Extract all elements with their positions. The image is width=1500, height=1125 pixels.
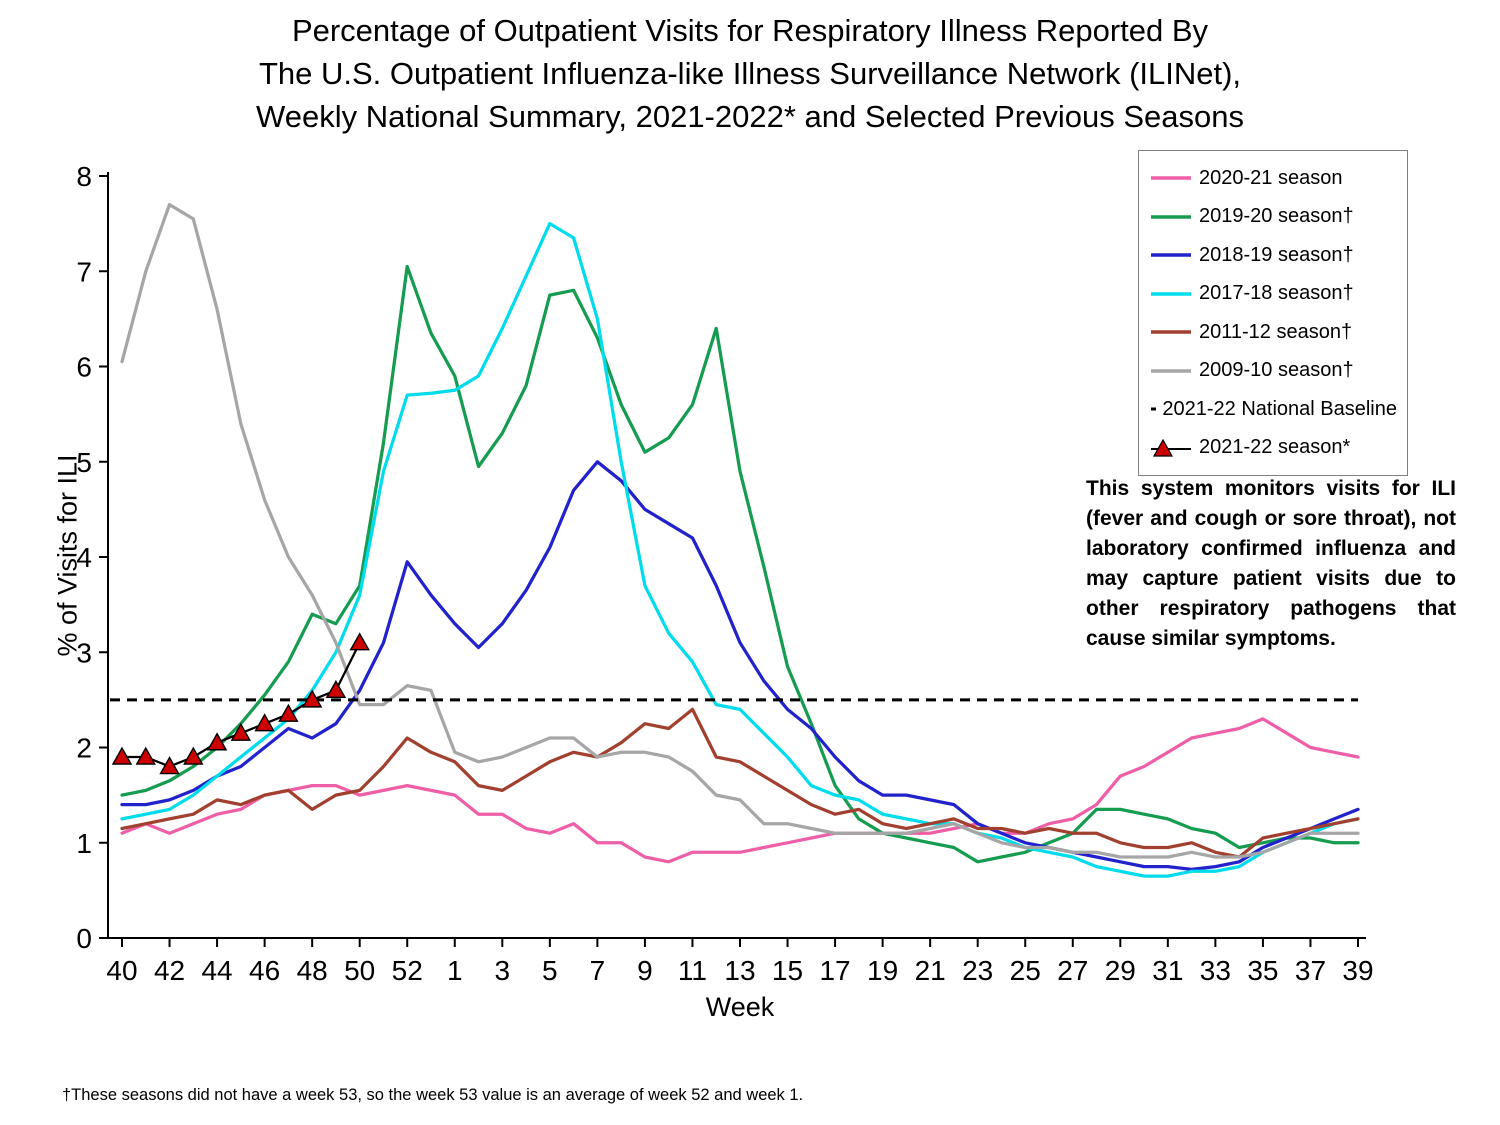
legend-swatch-icon [1151,292,1191,296]
legend-swatch-icon [1151,369,1191,373]
x-tick-label: 15 [772,955,803,986]
x-tick-label: 7 [590,955,606,986]
x-tick-label: 35 [1247,955,1278,986]
x-tick-label: 19 [867,955,898,986]
legend-label: 2019-20 season† [1199,205,1354,228]
footnote-text: †These seasons did not have a week 53, s… [62,1086,804,1104]
current-season-marker [349,632,370,651]
x-tick-label: 50 [344,955,375,986]
x-tick-label: 42 [154,955,185,986]
legend-label: 2009-10 season† [1199,359,1354,382]
legend-item: 2018-19 season† [1149,236,1397,275]
series-line [120,641,361,768]
x-tick-label: 25 [1010,955,1041,986]
x-tick-label: 27 [1057,955,1088,986]
legend-item: 2019-20 season† [1149,198,1397,237]
legend-item: 2021-22 National Baseline [1149,390,1397,429]
x-tick-label: 11 [678,955,707,986]
series-line [120,460,1360,872]
legend-swatch-icon [1151,253,1191,257]
series-line [120,221,1360,878]
current-season-marker [135,746,156,765]
x-tick-label: 46 [249,955,280,986]
x-tick-label: 40 [106,955,137,986]
x-tick-label: 21 [915,955,946,986]
legend-item: 2020-21 season [1149,159,1397,198]
x-tick-label: 48 [297,955,328,986]
x-tick-label: 31 [1152,955,1183,986]
chart-title-line3: Weekly National Summary, 2021-2022* and … [256,98,1244,134]
current-season-marker [301,689,323,708]
x-tick-label: 33 [1200,955,1231,986]
chart-title-line1: Percentage of Outpatient Visits for Resp… [291,13,1209,48]
y-axis-title: % of Visits for ILI [52,454,83,657]
legend-label: 2018-19 season† [1199,243,1354,266]
series-line [120,707,1360,859]
current-season-marker [183,746,204,765]
x-tick-label: 44 [201,955,232,986]
y-tick-label: 2 [76,733,92,764]
chart-legend: 2020-21 season 2019-20 season† 2018-19 sea… [1138,150,1408,476]
current-season-marker [254,713,275,732]
legend-swatch-icon [1151,176,1191,180]
y-tick-label: 4 [76,542,92,573]
series-line [120,264,1360,864]
legend-label: 2021-22 National Baseline [1162,397,1397,420]
y-tick-label: 0 [76,923,92,954]
x-tick-label: 3 [495,955,511,986]
x-tick-label: 1 [447,955,463,986]
legend-label: 2021-22 season* [1199,436,1351,459]
x-tick-label: 17 [819,955,850,986]
y-tick-label: 5 [76,447,92,478]
x-tick-label: 37 [1295,955,1326,986]
x-tick-label: 29 [1105,955,1136,986]
y-tick-label: 6 [76,352,92,383]
x-tick-label: 13 [724,955,755,986]
legend-swatch-icon [1151,407,1157,411]
current-season-marker [325,679,347,699]
legend-item: 2011-12 season† [1149,313,1397,352]
legend-item: 2021-22 season* [1149,429,1397,468]
legend-swatch-icon [1151,330,1191,334]
x-tick-label: 9 [637,955,653,986]
legend-swatch-icon [1151,438,1191,457]
current-season-marker [206,732,228,751]
x-tick-label: 52 [392,955,423,986]
y-tick-label: 1 [76,828,92,859]
legend-item: 2009-10 season† [1149,352,1397,391]
x-axis-title: Week [705,992,775,1022]
legend-swatch-icon [1151,215,1191,219]
current-season-marker [278,703,299,722]
annotation-text: This system monitors visits for ILI (fev… [1086,477,1456,651]
current-season-marker [159,756,180,775]
x-tick-label: 5 [542,955,558,986]
legend-label: 2017-18 season† [1199,282,1354,305]
x-tick-label: 39 [1342,955,1373,986]
legend-item: 2017-18 season† [1149,275,1397,314]
legend-label: 2020-21 season [1199,166,1343,189]
legend-label: 2011-12 season† [1199,320,1353,343]
x-tick-label: 23 [962,955,993,986]
chart-title-line2: The U.S. Outpatient Influenza-like Illne… [258,55,1242,91]
chart-title: Percentage of Outpatient Visits for Resp… [0,10,1500,138]
series-line [120,717,1360,864]
y-tick-label: 3 [76,637,92,668]
y-tick-label: 8 [76,161,92,192]
y-tick-label: 7 [76,256,92,287]
current-season-marker [230,722,252,741]
current-season-marker [111,746,133,765]
series-line [120,202,1360,859]
